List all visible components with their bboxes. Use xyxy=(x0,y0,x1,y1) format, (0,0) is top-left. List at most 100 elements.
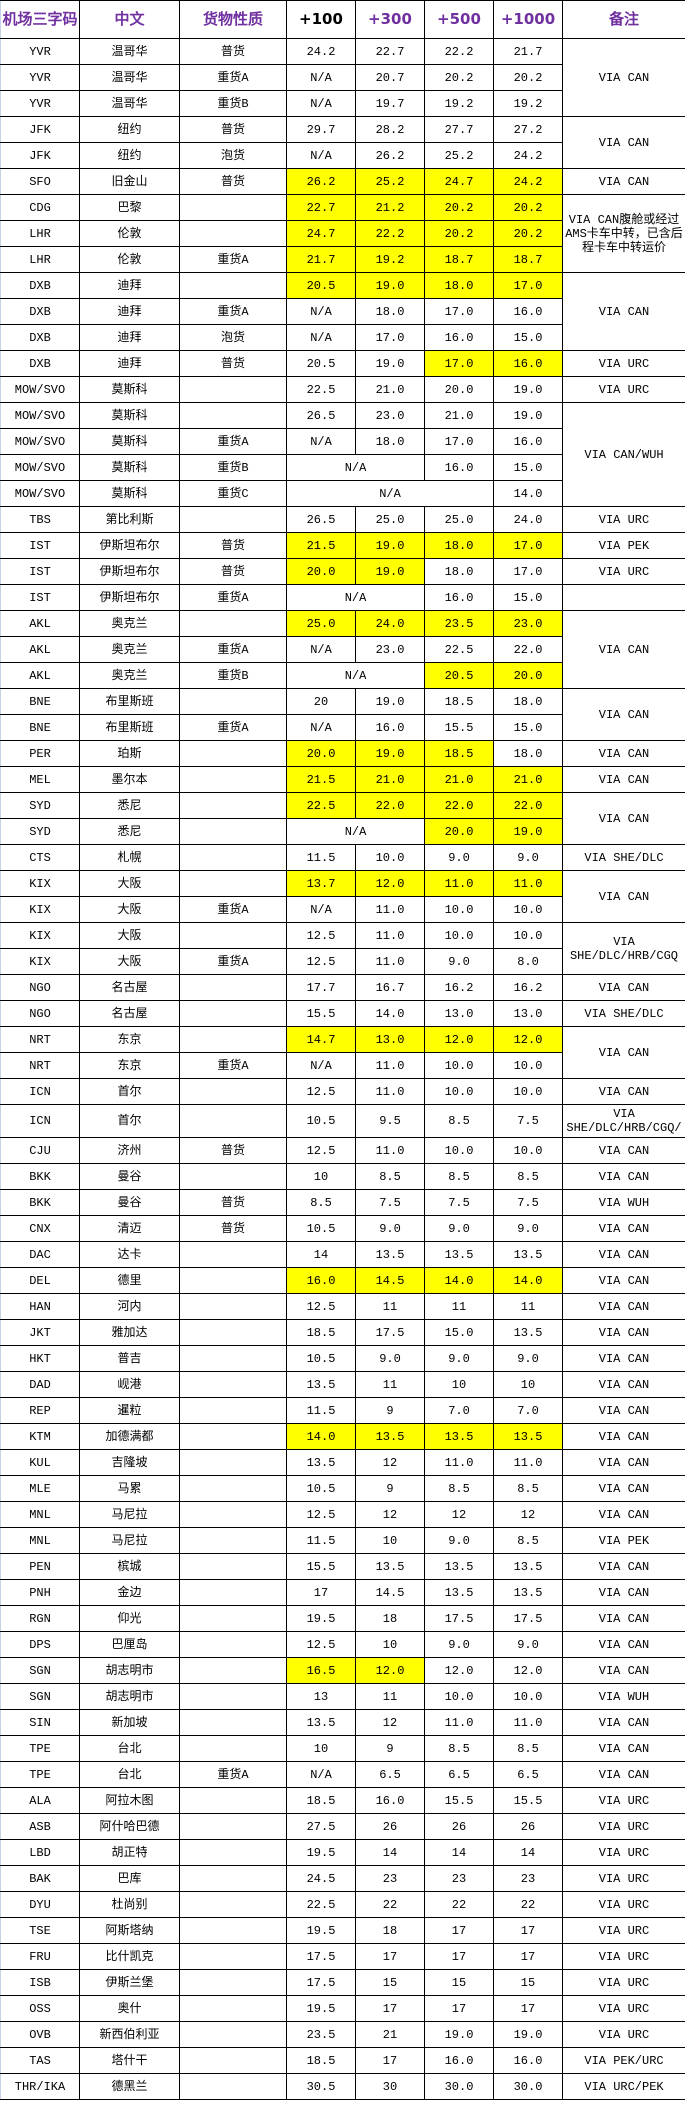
price-cell: 20.0 xyxy=(286,740,356,767)
airport-code: MNL xyxy=(0,1527,80,1554)
airport-code: HAN xyxy=(0,1293,80,1320)
price-cell: 12.5 xyxy=(286,1293,356,1320)
remark-cell: VIA CAN xyxy=(562,1241,685,1268)
table-row: KUL 吉隆坡 13.5 12 11.0 11.0 VIA CAN xyxy=(0,1449,685,1476)
airport-code: RGN xyxy=(0,1605,80,1632)
city-name: 曼谷 xyxy=(79,1189,180,1216)
cargo-type: 普货 xyxy=(179,38,287,65)
price-cell: 26 xyxy=(355,1813,425,1840)
cargo-type: 重货A xyxy=(179,1761,287,1788)
price-cell-merged: N/A xyxy=(286,454,425,481)
cargo-type xyxy=(179,272,287,299)
price-cell: 15.0 xyxy=(493,584,563,611)
price-cell: 9.0 xyxy=(424,1527,494,1554)
remark-cell: VIA CAN xyxy=(562,1657,685,1684)
airport-code: CTS xyxy=(0,844,80,871)
city-name: 迪拜 xyxy=(79,272,180,299)
price-cell: 11.5 xyxy=(286,1527,356,1554)
price-cell: 13.0 xyxy=(493,1000,563,1027)
price-cell: 22.5 xyxy=(286,1891,356,1918)
cargo-type xyxy=(179,1423,287,1450)
price-cell: 9 xyxy=(355,1735,425,1762)
cargo-type xyxy=(179,2021,287,2048)
price-cell: 21.0 xyxy=(355,766,425,793)
city-name: 旧金山 xyxy=(79,168,180,195)
price-cell: 6.5 xyxy=(424,1761,494,1788)
price-cell: 13.5 xyxy=(493,1579,563,1606)
table-row: LBD 胡正特 19.5 14 14 14 VIA URC xyxy=(0,1839,685,1866)
cargo-type xyxy=(179,610,287,637)
price-cell: 13.5 xyxy=(493,1423,563,1450)
price-cell: 18.5 xyxy=(286,1319,356,1346)
price-cell: 8.5 xyxy=(493,1475,563,1502)
cargo-type xyxy=(179,1527,287,1554)
table-row: DPS 巴厘岛 12.5 10 9.0 9.0 VIA CAN xyxy=(0,1631,685,1658)
airport-code: KUL xyxy=(0,1449,80,1476)
cargo-type: 普货 xyxy=(179,1137,287,1164)
price-cell: 13.5 xyxy=(493,1241,563,1268)
remark-cell: VIA CAN xyxy=(562,1449,685,1476)
table-row: CJU 济州 普货 12.5 11.0 10.0 10.0 VIA CAN xyxy=(0,1137,685,1164)
price-cell: 20.0 xyxy=(424,818,494,845)
city-name: 温哥华 xyxy=(79,64,180,91)
price-cell: 17 xyxy=(355,1943,425,1970)
airport-code: DAD xyxy=(0,1371,80,1398)
price-cell: 19.0 xyxy=(355,350,425,377)
price-cell: 16.0 xyxy=(355,714,425,741)
city-name: 胡志明市 xyxy=(79,1683,180,1710)
remark-cell: VIA URC xyxy=(562,1787,685,1814)
price-cell: N/A xyxy=(286,324,356,351)
city-name: 达卡 xyxy=(79,1241,180,1268)
price-cell: 11.0 xyxy=(493,1449,563,1476)
cargo-type: 重货B xyxy=(179,662,287,689)
price-cell: 16.0 xyxy=(286,1267,356,1294)
price-cell: 13.5 xyxy=(286,1709,356,1736)
price-cell: 17.5 xyxy=(286,1969,356,1996)
airport-code: LHR xyxy=(0,246,80,273)
remark-cell: VIA CAN xyxy=(562,1137,685,1164)
remark-cell: VIA PEK/URC xyxy=(562,2047,685,2074)
table-row: IST 伊斯坦布尔 普货 20.0 19.0 18.0 17.0 VIA URC xyxy=(0,558,685,585)
price-cell: 19.2 xyxy=(355,246,425,273)
price-cell: 22.5 xyxy=(286,376,356,403)
city-name: 伊斯坦布尔 xyxy=(79,532,180,559)
price-cell: 6.5 xyxy=(355,1761,425,1788)
price-cell: 7.0 xyxy=(493,1397,563,1424)
price-cell: 26.5 xyxy=(286,506,356,533)
city-name: 布里斯班 xyxy=(79,714,180,741)
city-name: 纽约 xyxy=(79,142,180,169)
remark-cell: VIA SHE/DLC xyxy=(562,844,685,871)
table-row: CDG 巴黎 22.7 21.2 20.2 20.2 VIA CAN腹舱或经过AMS卡车中转… xyxy=(0,194,685,273)
price-cell: 16.0 xyxy=(355,1787,425,1814)
city-name: 名古屋 xyxy=(79,974,180,1001)
cargo-type xyxy=(179,1345,287,1372)
table-row: AKL 奥克兰 重货A N/A 23.0 22.5 22.0 xyxy=(0,636,685,663)
price-cell: N/A xyxy=(286,142,356,169)
price-cell: 11.0 xyxy=(355,896,425,923)
table-row: ICN 首尔 12.5 11.0 10.0 10.0 VIA CAN xyxy=(0,1078,685,1105)
price-cell: 10.0 xyxy=(424,896,494,923)
cargo-type xyxy=(179,818,287,845)
price-cell: 10.0 xyxy=(493,896,563,923)
price-cell: 10.5 xyxy=(286,1475,356,1502)
remark-cell: VIA CAN xyxy=(562,1026,685,1079)
price-cell: 22 xyxy=(493,1891,563,1918)
price-cell: 27.2 xyxy=(493,116,563,143)
remark-cell: VIA URC xyxy=(562,558,685,585)
cargo-type xyxy=(179,1241,287,1268)
cargo-type xyxy=(179,1891,287,1918)
remark-cell: VIA URC xyxy=(562,1943,685,1970)
airport-code: BKK xyxy=(0,1163,80,1190)
cargo-type xyxy=(179,1475,287,1502)
price-cell: 12 xyxy=(355,1501,425,1528)
price-cell: 19.5 xyxy=(286,1839,356,1866)
price-cell: 7.5 xyxy=(493,1189,563,1216)
price-cell: 17 xyxy=(424,1943,494,1970)
airport-code: KTM xyxy=(0,1423,80,1450)
city-name: 悉尼 xyxy=(79,792,180,819)
city-name: 阿什哈巴德 xyxy=(79,1813,180,1840)
price-cell: 20.0 xyxy=(424,376,494,403)
remark-cell: VIA URC xyxy=(562,376,685,403)
airport-code: LHR xyxy=(0,220,80,247)
table-row: LHR 伦敦 24.7 22.2 20.2 20.2 xyxy=(0,220,685,247)
